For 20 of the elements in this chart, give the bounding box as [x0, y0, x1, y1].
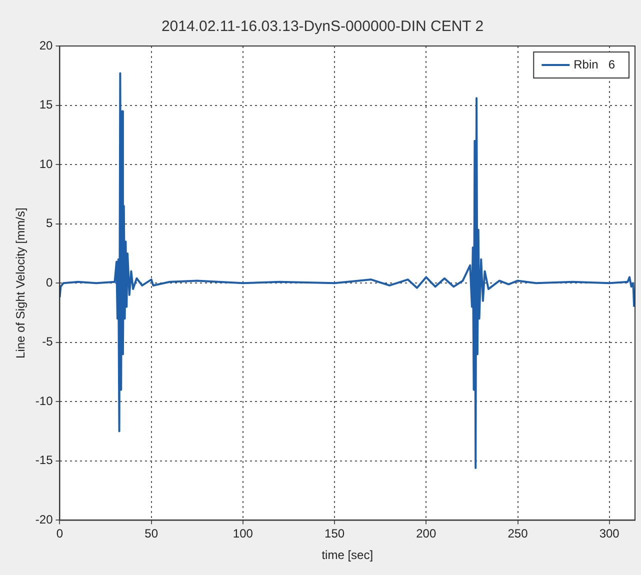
legend-label: Rbin 6 [574, 57, 616, 72]
y-tick-label: 15 [39, 98, 54, 112]
x-tick-label: 150 [324, 526, 345, 541]
y-tick-label: 5 [46, 216, 54, 230]
y-tick-label: 10 [39, 156, 54, 171]
y-tick-label: 0 [46, 275, 54, 290]
x-tick-label: 50 [144, 526, 158, 541]
y-tick-label: -20 [35, 512, 54, 527]
y-tick-label: 20 [39, 38, 54, 52]
x-tick-label: 100 [232, 526, 254, 541]
x-tick-label: 200 [416, 526, 436, 541]
y-tick-label: -15 [35, 453, 54, 468]
x-tick-label: 300 [599, 526, 620, 541]
x-axis-title: time [sec] [322, 548, 374, 562]
y-axis-title: Line of Sight Velocity [mm/s] [14, 208, 28, 358]
y-tick-label: -5 [42, 334, 54, 349]
chart-title: 2014.02.11-16.03.13-DynS-000000-DIN CENT 2 [161, 18, 484, 36]
x-tick-label: 250 [508, 526, 528, 541]
x-tick-label: 0 [56, 526, 64, 541]
y-tick-label: -10 [35, 394, 54, 408]
